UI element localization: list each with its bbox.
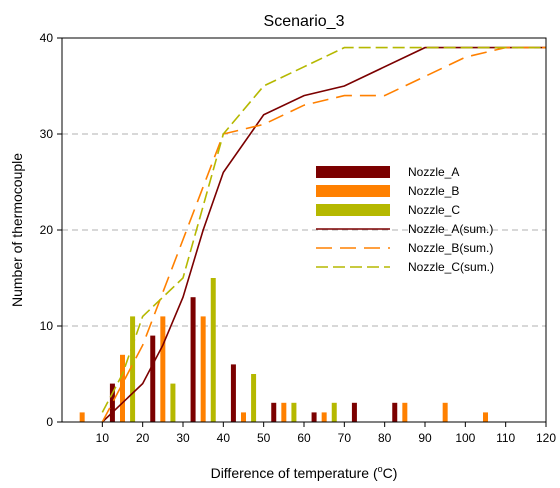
legend-label: Nozzle_B(sum.) <box>408 241 493 255</box>
y-tick-label: 10 <box>40 319 54 333</box>
bar <box>291 402 297 422</box>
bar <box>150 335 156 422</box>
x-tick-label: 80 <box>378 431 392 445</box>
bar <box>170 383 176 422</box>
y-tick-label: 40 <box>40 31 54 45</box>
x-tick-label: 20 <box>136 431 150 445</box>
series-line <box>101 46 546 423</box>
y-ticks: 0 10 20 30 40 <box>40 31 62 429</box>
bar <box>230 364 236 422</box>
legend-label: Nozzle_A <box>408 165 459 179</box>
x-tick-label: 10 <box>96 431 110 445</box>
x-tick-label: 50 <box>257 431 271 445</box>
x-tick-label: 70 <box>338 431 352 445</box>
bars <box>79 278 488 422</box>
x-axis-title-tail: C) <box>383 465 398 481</box>
bar <box>251 374 257 422</box>
legend-label: Nozzle_C(sum.) <box>408 260 494 274</box>
x-tick-label: 60 <box>297 431 311 445</box>
legend-swatch <box>316 185 390 197</box>
legend-swatch <box>316 166 390 178</box>
bar <box>190 297 196 422</box>
chart-title: Scenario_3 <box>264 13 345 30</box>
bar <box>331 402 337 422</box>
x-tick-label: 40 <box>217 431 231 445</box>
x-axis-title-main: Difference of temperature ( <box>211 465 378 481</box>
bar <box>483 412 488 422</box>
legend-label: Nozzle_A(sum.) <box>408 222 493 236</box>
bar <box>281 402 287 422</box>
bar <box>351 402 357 422</box>
bar <box>241 412 246 422</box>
legend-label: Nozzle_B <box>408 184 459 198</box>
bar <box>120 354 125 422</box>
bar <box>200 316 206 422</box>
bar <box>210 278 216 422</box>
x-ticks: 10 20 30 40 50 60 70 80 90 100 110 120 <box>96 422 556 445</box>
gridlines <box>62 133 546 327</box>
lines <box>101 46 546 423</box>
x-tick-label: 100 <box>455 431 475 445</box>
legend-label: Nozzle_C <box>408 203 460 217</box>
y-tick-label: 30 <box>40 127 54 141</box>
bar <box>79 412 85 422</box>
x-axis-title: Difference of temperature (oC) <box>211 464 398 481</box>
bar <box>402 402 408 422</box>
bar <box>311 412 317 422</box>
bar <box>442 402 448 422</box>
x-tick-label: 30 <box>176 431 190 445</box>
bar <box>130 316 136 422</box>
series-line <box>101 46 546 423</box>
bar <box>321 412 327 422</box>
x-axis-title-sup: o <box>378 464 383 474</box>
series-line <box>101 46 546 413</box>
x-tick-label: 120 <box>536 431 556 445</box>
bar <box>392 402 398 422</box>
y-tick-label: 0 <box>46 415 53 429</box>
x-tick-label: 90 <box>418 431 432 445</box>
x-tick-label: 110 <box>496 431 515 445</box>
y-tick-label: 20 <box>40 223 54 237</box>
legend-swatch <box>316 204 390 216</box>
legend: Nozzle_A Nozzle_B Nozzle_C Nozzle_A(sum.) No… <box>316 165 494 274</box>
bar <box>271 402 277 422</box>
bar <box>109 383 115 422</box>
bar <box>160 316 166 422</box>
y-axis-title: Number of thermocouple <box>9 153 25 307</box>
